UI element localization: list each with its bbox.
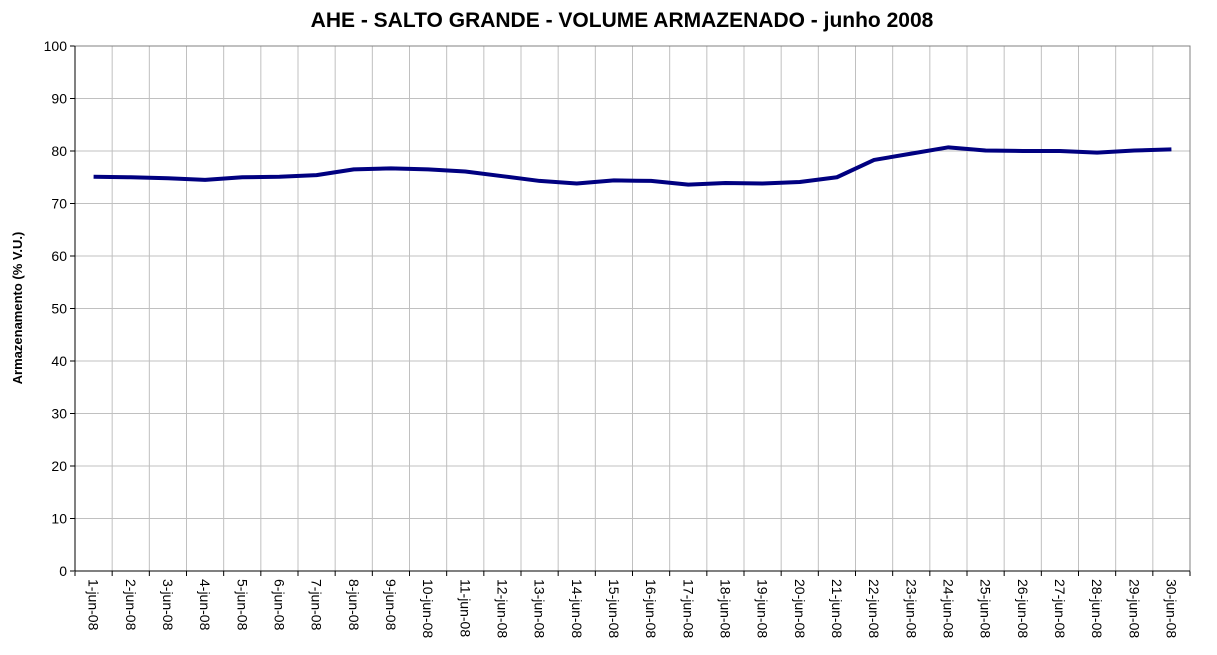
x-tick-label: 20-jun-08 — [792, 579, 808, 638]
y-tick-label: 20 — [51, 458, 67, 474]
x-tick-label: 18-jun-08 — [717, 579, 733, 638]
x-tick-label: 13-jun-08 — [532, 579, 548, 638]
y-tick-label: 60 — [51, 248, 67, 264]
y-tick-label: 70 — [51, 196, 67, 212]
chart-title: AHE - SALTO GRANDE - VOLUME ARMAZENADO -… — [311, 9, 934, 32]
y-tick-label: 80 — [51, 143, 67, 159]
x-tick-label: 30-jun-08 — [1163, 579, 1179, 638]
x-tick-label: 21-jun-08 — [829, 579, 845, 638]
x-tick-label: 24-jun-08 — [940, 579, 956, 638]
x-tick-label: 3-jun-08 — [160, 579, 176, 631]
x-tick-label: 6-jun-08 — [271, 579, 287, 631]
x-tick-label: 25-jun-08 — [978, 579, 994, 638]
x-tick-label: 26-jun-08 — [1015, 579, 1031, 638]
x-tick-label: 14-jun-08 — [569, 579, 585, 638]
data-line — [93, 145, 1172, 187]
x-tick-label: 1-jun-08 — [86, 579, 102, 631]
x-tick-label: 27-jun-08 — [1052, 579, 1068, 638]
x-tick-label: 16-jun-08 — [643, 579, 659, 638]
x-tick-label: 22-jun-08 — [866, 579, 882, 638]
y-tick-label: 100 — [44, 38, 68, 54]
y-tick-label: 10 — [51, 511, 67, 527]
x-tick-label: 29-jun-08 — [1126, 579, 1142, 638]
x-tick-label: 17-jun-08 — [680, 579, 696, 638]
x-tick-label: 12-jun-08 — [494, 579, 510, 638]
x-tick-label: 23-jun-08 — [903, 579, 919, 638]
x-tick-label: 9-jun-08 — [383, 579, 399, 631]
y-tick-label: 0 — [59, 563, 67, 579]
y-tick-label: 90 — [51, 91, 67, 107]
x-tick-label: 10-jun-08 — [420, 579, 436, 638]
x-tick-label: 5-jun-08 — [234, 579, 250, 631]
x-tick-label: 2-jun-08 — [123, 579, 139, 631]
x-tick-label: 15-jun-08 — [606, 579, 622, 638]
x-tick-label: 28-jun-08 — [1089, 579, 1105, 638]
y-tick-label: 50 — [51, 301, 67, 317]
y-tick-label: 30 — [51, 406, 67, 422]
x-tick-label: 4-jun-08 — [197, 579, 213, 631]
y-axis-label: Armazenamento (% V.U.) — [10, 232, 25, 385]
x-tick-label: 7-jun-08 — [309, 579, 325, 631]
x-tick-label: 11-jun-08 — [457, 579, 473, 637]
x-tick-label: 19-jun-08 — [755, 579, 771, 638]
x-tick-label: 8-jun-08 — [346, 579, 362, 631]
y-tick-label: 40 — [51, 353, 67, 369]
